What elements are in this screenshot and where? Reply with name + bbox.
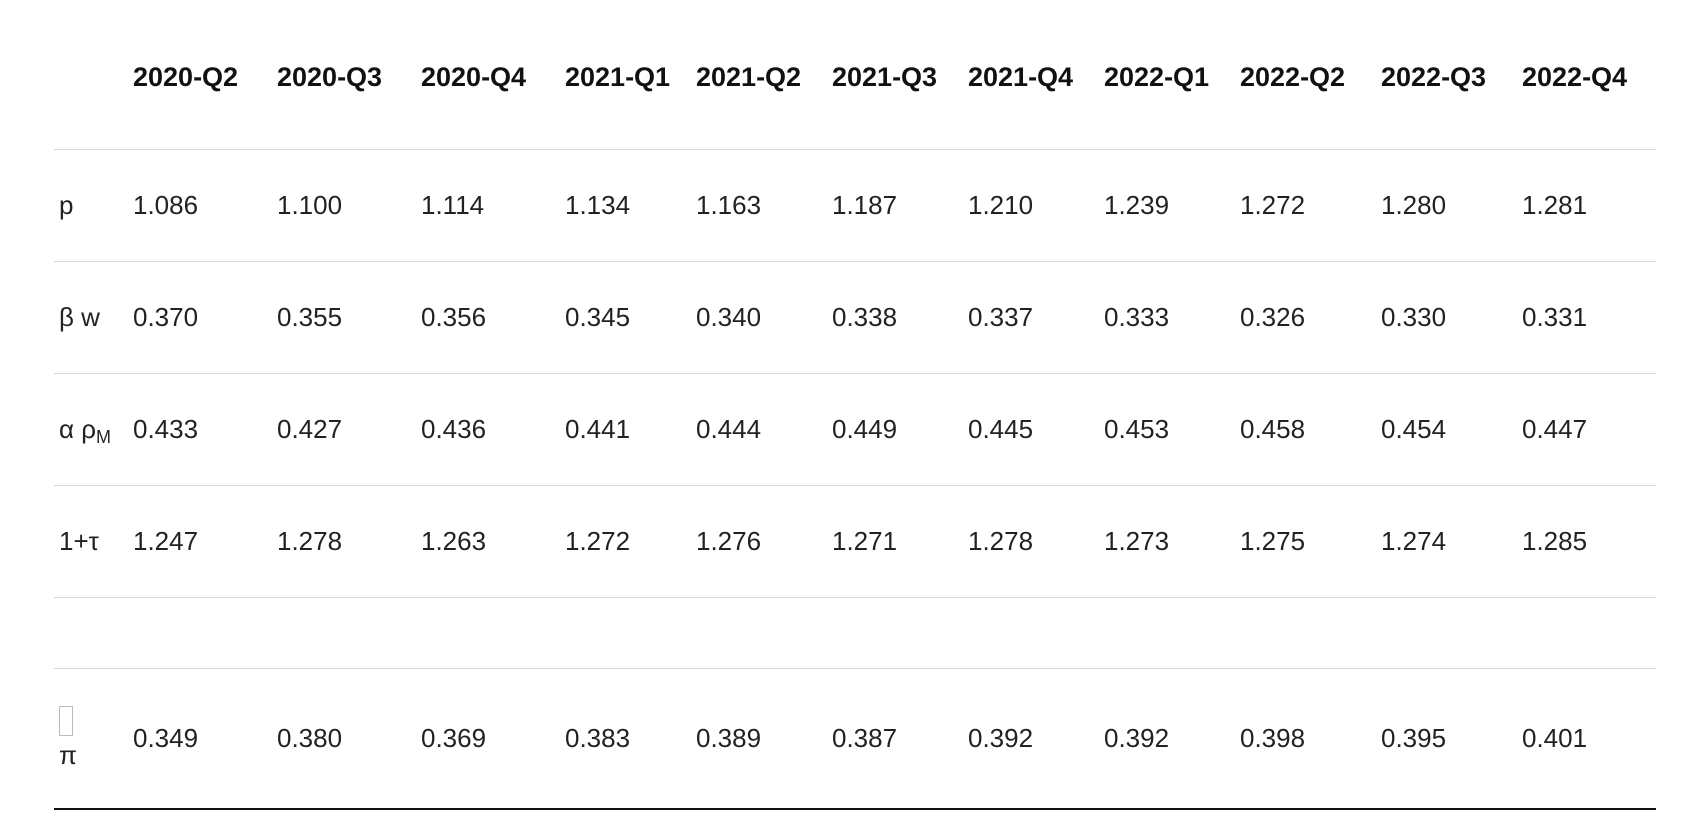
table-cell: 0.427	[277, 414, 343, 444]
column-header: 2022-Q4	[1522, 62, 1628, 92]
table-cell: 0.326	[1240, 302, 1306, 332]
table-cell: 0.370	[133, 302, 199, 332]
row-label: β w	[59, 302, 100, 332]
table-row: β w 0.370 0.355 0.356 0.345 0.340 0.338 …	[54, 262, 1656, 374]
table-cell: 0.338	[832, 302, 898, 332]
table-cell: 1.210	[968, 190, 1034, 220]
table-cell: 0.356	[421, 302, 487, 332]
column-header: 2020-Q2	[133, 62, 239, 92]
table-cell: 1.239	[1104, 190, 1170, 220]
table-cell: 0.380	[277, 723, 343, 753]
column-header: 2021-Q4	[968, 62, 1074, 92]
table-cell: 1.114	[421, 190, 485, 220]
table-row: p 1.086 1.100 1.114 1.134 1.163 1.187 1.…	[54, 150, 1656, 262]
table-cell: 1.100	[277, 190, 343, 220]
table-cell: 0.436	[421, 414, 487, 444]
table-cell: 1.274	[1381, 526, 1447, 556]
row-label-text: π	[59, 740, 77, 770]
table-cell: 0.401	[1522, 723, 1588, 753]
table-cell: 0.389	[696, 723, 762, 753]
table-cell: 1.272	[565, 526, 631, 556]
table-cell: 0.433	[133, 414, 199, 444]
table-cell: 0.444	[696, 414, 762, 444]
row-label-subscript: M	[96, 427, 112, 447]
table-cell: 0.453	[1104, 414, 1170, 444]
table-cell: 0.445	[968, 414, 1034, 444]
table-cell: 0.441	[565, 414, 631, 444]
data-table: 2020-Q2 2020-Q3 2020-Q4 2021-Q1 2021-Q2 …	[54, 0, 1656, 820]
table-cell: 1.163	[696, 190, 762, 220]
table-cell: 1.285	[1522, 526, 1588, 556]
column-header: 2021-Q3	[832, 62, 938, 92]
row-label-main: α ρ	[59, 414, 97, 444]
column-header: 2021-Q2	[696, 62, 802, 92]
table-cell: 0.340	[696, 302, 762, 332]
table-cell: 0.330	[1381, 302, 1447, 332]
table-cell: 0.349	[133, 723, 199, 753]
column-header: 2020-Q4	[421, 62, 527, 92]
row-label: π	[59, 669, 77, 808]
table-cell: 0.369	[421, 723, 487, 753]
row-label: p	[59, 190, 74, 220]
table-cell: 1.134	[565, 190, 631, 220]
table-cell: 1.086	[133, 190, 199, 220]
table-cell: 1.278	[277, 526, 343, 556]
table-cell: 1.187	[832, 190, 898, 220]
table-header-row: 2020-Q2 2020-Q3 2020-Q4 2021-Q1 2021-Q2 …	[54, 0, 1656, 150]
table-cell: 1.263	[421, 526, 487, 556]
table-cell: 1.280	[1381, 190, 1447, 220]
table-cell: 1.278	[968, 526, 1034, 556]
table-cell: 0.398	[1240, 723, 1306, 753]
table-row: π 0.349 0.380 0.369 0.383 0.389 0.387 0.…	[54, 669, 1656, 810]
table-cell: 0.392	[968, 723, 1034, 753]
table-cell: 1.247	[133, 526, 199, 556]
table-cell: 1.281	[1522, 190, 1588, 220]
column-header: 2022-Q3	[1381, 62, 1487, 92]
table-cell: 0.333	[1104, 302, 1170, 332]
column-header: 2021-Q1	[565, 62, 671, 92]
table-cell: 0.387	[832, 723, 898, 753]
table-row: 1+τ 1.247 1.278 1.263 1.272 1.276 1.271 …	[54, 486, 1656, 598]
column-header: 2022-Q2	[1240, 62, 1346, 92]
table-cell: 0.454	[1381, 414, 1447, 444]
table-empty-row	[54, 598, 1656, 669]
table-cell: 0.447	[1522, 414, 1588, 444]
row-label: 1+τ	[59, 526, 99, 556]
table-cell: 1.273	[1104, 526, 1170, 556]
table-cell: 0.449	[832, 414, 898, 444]
table-cell: 0.331	[1522, 302, 1588, 332]
table-cell: 0.395	[1381, 723, 1447, 753]
table-cell: 0.355	[277, 302, 343, 332]
missing-glyph-box	[59, 706, 73, 736]
column-header: 2022-Q1	[1104, 62, 1210, 92]
table-cell: 1.275	[1240, 526, 1306, 556]
table-cell: 1.271	[832, 526, 898, 556]
table-cell: 0.337	[968, 302, 1034, 332]
table-cell: 0.345	[565, 302, 631, 332]
table-cell: 0.392	[1104, 723, 1170, 753]
table-cell: 0.458	[1240, 414, 1306, 444]
table-cell: 1.276	[696, 526, 762, 556]
table-cell: 0.383	[565, 723, 631, 753]
column-header: 2020-Q3	[277, 62, 383, 92]
table-cell: 1.272	[1240, 190, 1306, 220]
